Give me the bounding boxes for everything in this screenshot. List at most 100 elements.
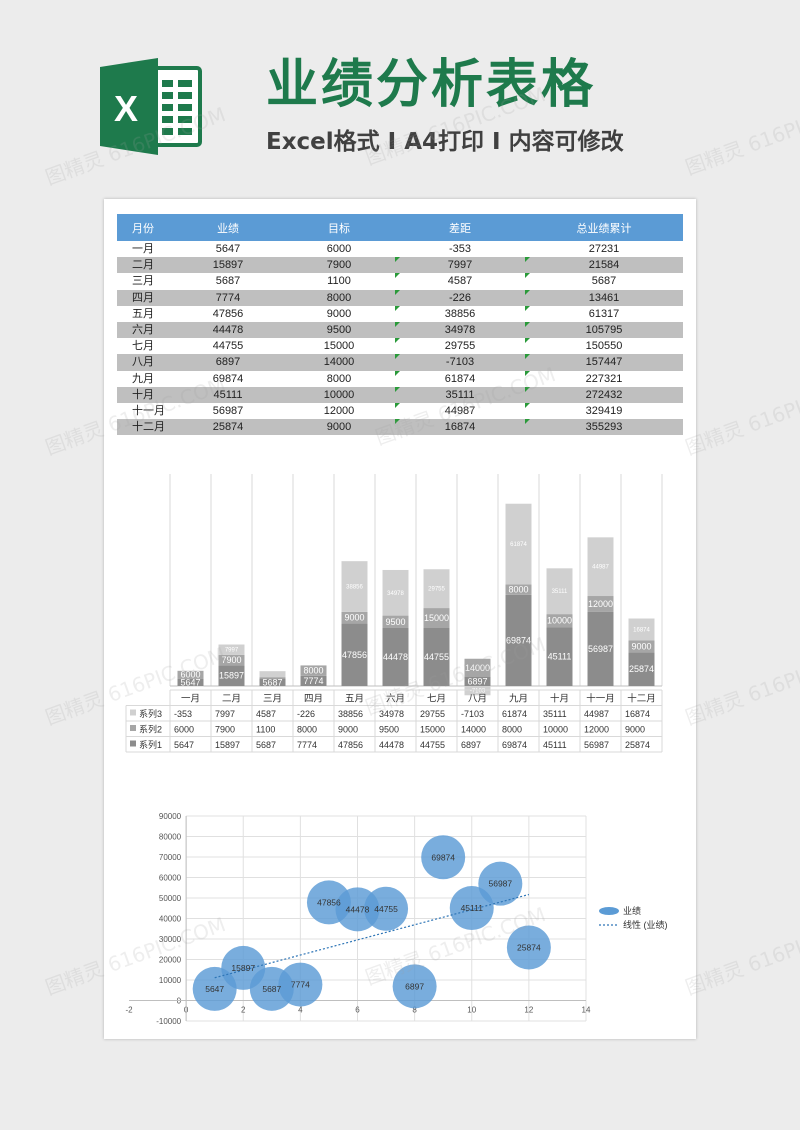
table-cell[interactable]: 14000 bbox=[283, 354, 395, 371]
table-cell[interactable]: 5687 bbox=[215, 275, 241, 288]
table-value: 44755 bbox=[420, 740, 445, 750]
table-cell[interactable]: -7103 bbox=[395, 354, 525, 371]
table-cell[interactable]: 355293 bbox=[525, 419, 683, 436]
error-indicator-icon bbox=[395, 321, 400, 327]
table-cell[interactable]: 44478 bbox=[173, 321, 283, 339]
table-cell[interactable]: 61874 bbox=[395, 370, 525, 387]
table-cell[interactable]: 1100 bbox=[327, 275, 351, 288]
table-cell[interactable]: 六月 bbox=[117, 321, 173, 339]
table-cell[interactable]: 56987 bbox=[212, 404, 244, 417]
bar-系列1 bbox=[177, 678, 204, 686]
bar-系列3 bbox=[423, 569, 450, 609]
table-cell[interactable]: 四月 bbox=[117, 289, 173, 306]
spreadsheet-page: 月份 业绩 目标 差距 总业绩累计 一月 5647 6000 -353 27231 二月 15897… bbox=[104, 199, 696, 1039]
table-cell[interactable]: 38856 bbox=[395, 305, 525, 322]
table-value: 5687 bbox=[256, 740, 276, 750]
table-cell[interactable]: 十月 bbox=[117, 386, 173, 403]
table-cell[interactable]: 150550 bbox=[525, 338, 683, 354]
table-cell[interactable]: 45111 bbox=[173, 386, 283, 403]
table-cell[interactable]: 272432 bbox=[525, 386, 683, 403]
table-cell[interactable]: 34978 bbox=[395, 321, 525, 339]
table-cell[interactable]: 21584 bbox=[525, 257, 683, 274]
table-cell[interactable]: 6897 bbox=[173, 354, 283, 371]
bar-data-label: 9500 bbox=[385, 617, 405, 627]
table-cell[interactable]: 7997 bbox=[395, 257, 525, 274]
y-tick-label: 50000 bbox=[159, 894, 182, 903]
table-cell[interactable]: 七月 bbox=[132, 340, 154, 353]
table-cell[interactable]: 一月 bbox=[132, 243, 154, 256]
table-cell[interactable]: 4587 bbox=[395, 273, 525, 289]
table-cell[interactable]: 35111 bbox=[395, 386, 525, 403]
bar-系列2 bbox=[382, 615, 409, 628]
table-cell[interactable]: 三月 bbox=[132, 275, 154, 288]
table-cell[interactable]: 九月 bbox=[132, 372, 154, 385]
table-cell[interactable]: 12000 bbox=[323, 404, 355, 417]
table-cell[interactable]: 15897 bbox=[173, 257, 283, 274]
table-cell[interactable]: 10000 bbox=[283, 386, 395, 403]
table-cell[interactable]: 7900 bbox=[283, 257, 395, 274]
bar-系列3 bbox=[259, 671, 286, 678]
table-value: 12000 bbox=[584, 725, 609, 735]
table-value: 35111 bbox=[543, 709, 567, 719]
excel-logo-icon: X bbox=[100, 58, 202, 155]
bar-data-label: 6000 bbox=[180, 670, 200, 680]
table-value: 9000 bbox=[625, 725, 645, 735]
performance-table: 月份 业绩 目标 差距 总业绩累计 一月 5647 6000 -353 27231 二月 15897… bbox=[117, 214, 683, 436]
table-value: -7103 bbox=[461, 709, 484, 719]
x-tick-label: 六月 bbox=[386, 693, 405, 705]
error-indicator-icon bbox=[525, 354, 530, 360]
bubble-data-label: 5647 bbox=[205, 984, 224, 994]
error-indicator-icon bbox=[395, 386, 400, 392]
table-cell[interactable]: 61317 bbox=[525, 305, 683, 322]
table-cell[interactable]: 8000 bbox=[326, 372, 352, 385]
table-cell[interactable]: 105795 bbox=[525, 321, 683, 339]
table-cell[interactable]: 27231 bbox=[588, 243, 620, 256]
table-cell[interactable]: 9500 bbox=[283, 321, 395, 339]
table-value: 7774 bbox=[297, 740, 317, 750]
bubble-point bbox=[392, 964, 437, 1009]
table-cell[interactable]: -353 bbox=[448, 243, 472, 256]
table-cell[interactable]: 44987 bbox=[395, 402, 525, 419]
table-cell[interactable]: 五月 bbox=[132, 307, 154, 320]
table-cell[interactable]: 69874 bbox=[212, 372, 244, 385]
table-cell[interactable]: 47856 bbox=[212, 307, 244, 320]
bar-data-label: 15897 bbox=[219, 671, 244, 681]
table-cell[interactable]: 15000 bbox=[323, 340, 355, 353]
table-cell[interactable]: 8000 bbox=[283, 289, 395, 306]
bar-data-label: 14000 bbox=[465, 663, 490, 673]
table-cell[interactable]: 227321 bbox=[525, 370, 683, 387]
table-cell[interactable]: 29755 bbox=[395, 338, 525, 354]
table-cell[interactable]: -226 bbox=[395, 289, 525, 306]
table-cell[interactable]: 十二月 bbox=[117, 419, 173, 436]
bar-data-label: 8000 bbox=[303, 666, 323, 676]
table-value: 61874 bbox=[502, 709, 527, 719]
table-cell[interactable]: 5647 bbox=[215, 243, 241, 256]
y-tick-label: 30000 bbox=[159, 935, 182, 944]
table-cell[interactable]: 二月 bbox=[117, 257, 173, 274]
bar-data-label: 25874 bbox=[629, 664, 654, 674]
table-cell[interactable]: 157447 bbox=[525, 354, 683, 371]
bar-data-label: 15000 bbox=[424, 613, 449, 623]
table-cell[interactable]: 6000 bbox=[326, 243, 352, 256]
error-indicator-icon bbox=[395, 305, 400, 311]
bubble-point bbox=[478, 861, 523, 906]
table-cell[interactable]: 25874 bbox=[173, 419, 283, 436]
table-cell[interactable]: 十一月 bbox=[132, 404, 165, 417]
watermark-text: 图精灵 616PIC.COM bbox=[682, 372, 800, 460]
bar-系列1 bbox=[505, 594, 532, 686]
error-indicator-icon bbox=[395, 273, 400, 279]
column-header: 月份 bbox=[117, 214, 173, 241]
table-cell[interactable]: 7774 bbox=[173, 289, 283, 306]
table-cell[interactable]: 9000 bbox=[283, 419, 395, 436]
table-cell[interactable]: 329419 bbox=[525, 402, 683, 419]
table-cell[interactable]: 5687 bbox=[525, 273, 683, 289]
table-cell[interactable]: 八月 bbox=[117, 354, 173, 371]
bar-data-label: 35111 bbox=[552, 589, 568, 595]
table-value: 6897 bbox=[461, 740, 481, 750]
table-value: 9000 bbox=[338, 725, 358, 735]
table-cell[interactable]: 44755 bbox=[212, 340, 244, 353]
table-cell[interactable]: 13461 bbox=[525, 289, 683, 306]
table-cell[interactable]: 16874 bbox=[395, 419, 525, 436]
bar-data-label: 16874 bbox=[633, 628, 650, 634]
table-cell[interactable]: 9000 bbox=[326, 307, 352, 320]
